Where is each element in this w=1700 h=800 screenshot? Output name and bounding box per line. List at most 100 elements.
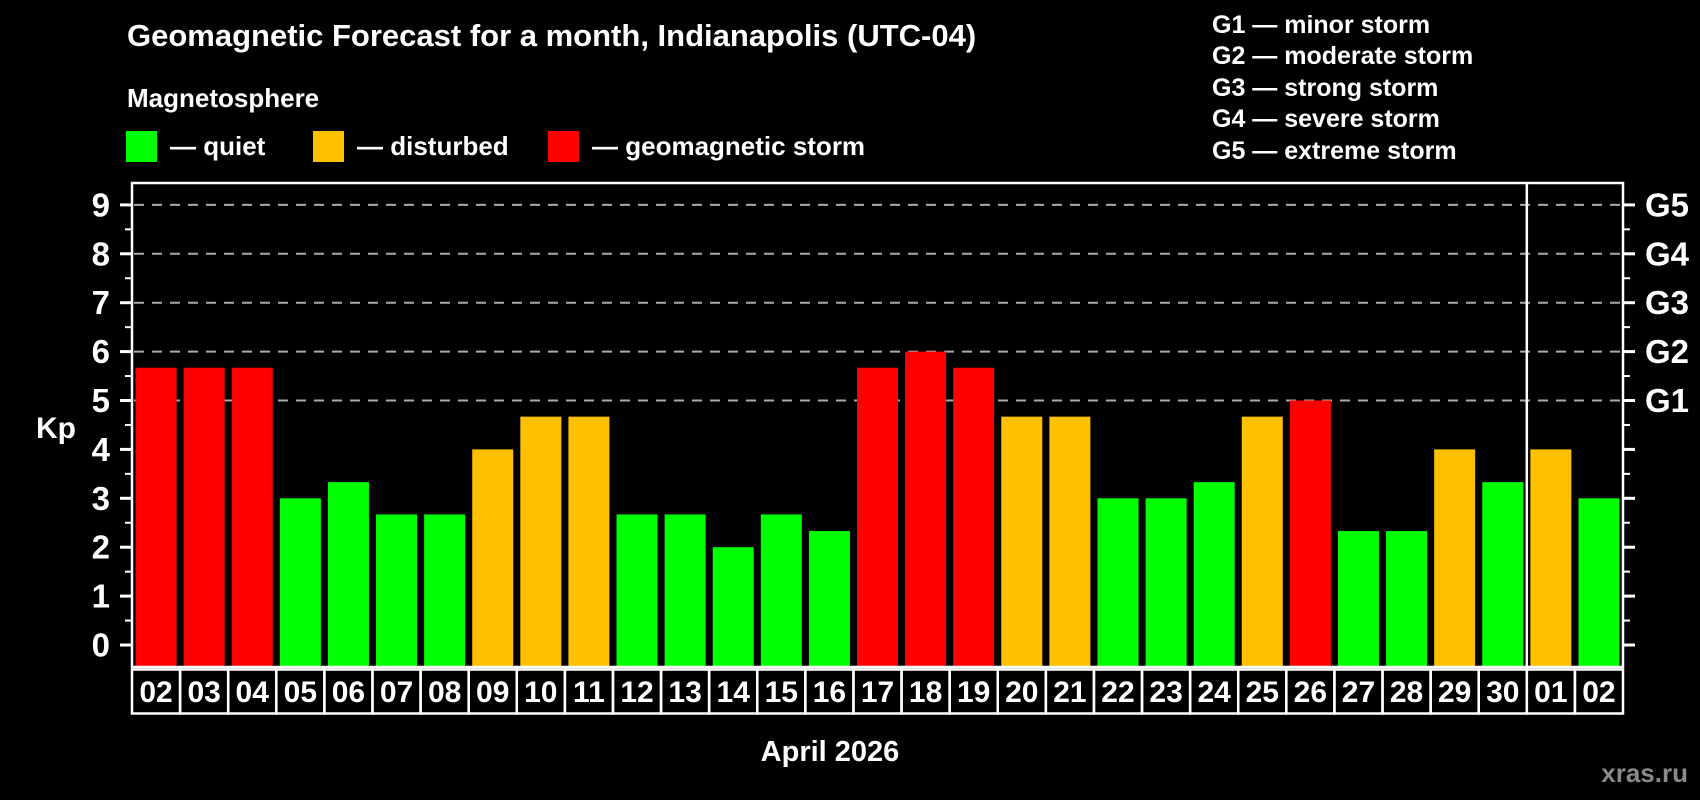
date-label-24-22: 24 [1197,676,1231,709]
bar-24 [1193,482,1235,666]
bar-07 [376,514,418,666]
date-label-22-20: 22 [1101,676,1134,709]
date-label-27-25: 27 [1342,676,1375,709]
bar-23 [1145,498,1187,666]
watermark: xras.ru [1601,758,1688,788]
g-legend-line-g2: G2 — moderate storm [1212,42,1474,71]
g-axis-label-G2: G2 [1645,333,1689,370]
storm-color-swatch [548,130,579,162]
chart-subtitle: Magnetosphere [127,83,320,113]
date-label-15-13: 15 [765,676,798,709]
bar-17 [857,367,898,666]
date-label-10-8: 10 [524,676,557,709]
date-label-28-26: 28 [1390,676,1423,709]
date-label-25-23: 25 [1246,676,1279,709]
date-label-21-19: 21 [1053,676,1086,709]
y-tick-label-8: 8 [92,235,110,272]
date-label-29-27: 29 [1438,676,1471,709]
bar-06 [327,482,369,666]
date-label-13-11: 13 [668,676,701,709]
bar-29 [1434,449,1476,666]
date-label-09-7: 09 [476,676,509,709]
bar-15 [760,514,802,666]
date-label-17-15: 17 [861,676,894,709]
legend-item-disturbed: — disturbed [313,129,509,163]
legend-item-storm: — geomagnetic storm [548,129,865,163]
date-label-12-10: 12 [620,676,653,709]
date-label-04-2: 04 [236,676,270,709]
date-label-14-12: 14 [717,676,751,709]
g-axis-label-G5: G5 [1645,186,1689,223]
g-legend-line-g5: G5 — extreme storm [1212,136,1457,165]
bar-19 [953,367,995,666]
g-legend-line-g1: G1 — minor storm [1212,11,1431,39]
legend-label-quiet: — quiet [170,130,266,161]
date-label-23-21: 23 [1149,676,1182,709]
date-label-08-6: 08 [428,676,461,709]
bar-21 [1049,416,1091,666]
bar-10 [520,416,562,666]
bar-13 [664,514,706,666]
g-legend-line-g3: G3 — strong storm [1212,73,1439,102]
bar-02 [1578,498,1620,666]
quiet-color-swatch [126,130,157,162]
bar-02 [135,367,177,666]
date-label-16-14: 16 [813,676,846,709]
date-label-07-5: 07 [380,676,413,709]
date-label-02-30: 02 [1582,676,1615,709]
bar-09 [472,449,514,666]
g-axis-label-G3: G3 [1645,284,1689,321]
bar-08 [424,514,466,666]
date-label-19-17: 19 [957,676,990,709]
bar-04 [231,367,273,666]
date-label-11-9: 11 [573,676,605,709]
bar-20 [1001,416,1043,666]
bar-22 [1097,498,1139,666]
y-axis-title: Kp [36,412,76,445]
date-label-18-16: 18 [909,676,942,709]
bar-28 [1386,531,1428,666]
g-axis-label-G4: G4 [1645,235,1690,272]
bar-27 [1337,531,1379,666]
disturbed-color-swatch [313,130,344,162]
bar-01 [1530,449,1572,666]
date-label-06-4: 06 [332,676,365,709]
y-tick-label-7: 7 [92,284,110,321]
bar-30 [1482,482,1524,666]
y-tick-label-6: 6 [92,333,110,370]
date-label-03-1: 03 [187,676,220,709]
y-tick-label-9: 9 [92,186,110,223]
legend-item-quiet: — quiet [126,129,265,163]
legend-label-storm: — geomagnetic storm [592,130,866,161]
y-tick-label-2: 2 [92,529,110,566]
bar-16 [808,531,850,666]
bar-18 [905,351,947,666]
bar-25 [1241,416,1283,666]
bar-14 [712,547,754,666]
x-axis-month-label: April 2026 [760,736,900,768]
y-tick-label-0: 0 [92,627,110,664]
date-label-01-29: 01 [1534,676,1567,709]
g-legend-line-g4: G4 — severe storm [1212,105,1440,134]
bar-11 [568,416,610,666]
y-tick-label-4: 4 [92,431,111,468]
date-label-30-28: 30 [1486,676,1519,709]
date-label-05-3: 05 [284,676,317,709]
y-tick-label-3: 3 [92,480,110,517]
page-title: Geomagnetic Forecast for a month, Indian… [127,18,977,53]
date-label-20-18: 20 [1005,676,1038,709]
y-tick-label-5: 5 [92,382,110,419]
date-label-26-24: 26 [1294,676,1327,709]
date-box-02-30 [1573,668,1625,715]
bar-26 [1289,400,1331,666]
y-tick-label-1: 1 [92,578,110,615]
g-axis-label-G1: G1 [1645,382,1689,419]
bar-12 [616,514,658,666]
date-label-02-0: 02 [139,676,172,709]
g-scale-legend: G1 — minor storm G2 — moderate storm G3 … [1212,10,1473,167]
bar-05 [279,498,321,666]
bar-03 [183,367,225,666]
legend-label-disturbed: — disturbed [357,130,509,161]
